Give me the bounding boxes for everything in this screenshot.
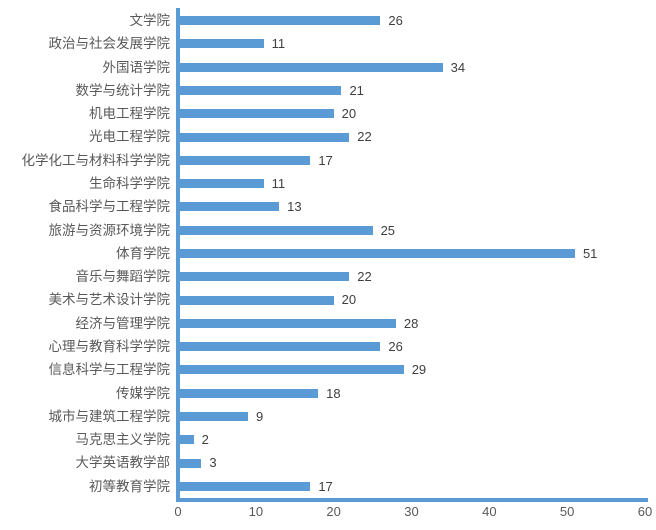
category-label: 机电工程学院 (89, 106, 170, 122)
chart-row: 旅游与资源环境学院 25 (0, 219, 656, 242)
chart-row: 传媒学院 18 (0, 382, 656, 405)
category-label: 大学英语教学部 (75, 455, 171, 471)
value-label: 11 (271, 176, 286, 191)
value-label: 21 (349, 82, 364, 98)
category-label: 体育学院 (116, 245, 170, 261)
bar (178, 458, 202, 468)
x-tick-label: 20 (326, 504, 341, 519)
bar (178, 481, 311, 491)
x-tick-label: 50 (559, 504, 575, 519)
value-label: 28 (403, 315, 419, 331)
x-tick-label: 10 (248, 504, 264, 519)
chart-row: 马克思主义学院 2 (0, 428, 656, 451)
category-label: 传媒学院 (116, 385, 170, 401)
bar (178, 225, 373, 235)
x-tick-label: 30 (404, 504, 419, 519)
bar (178, 272, 350, 282)
bar (178, 295, 334, 305)
category-label: 心理与教育科学学院 (48, 339, 171, 354)
bar (178, 179, 264, 189)
bar (178, 16, 381, 26)
chart-row: 政治与社会发展学院 11 (0, 32, 656, 55)
value-label: 29 (411, 362, 427, 378)
category-label: 初等教育学院 (89, 478, 170, 494)
chart-row: 体育学院 51 (0, 242, 656, 265)
category-label: 信息科学与工程学院 (48, 362, 171, 378)
bar (178, 62, 443, 72)
chart-row: 机电工程学院 20 (0, 102, 656, 125)
value-label: 34 (450, 59, 466, 75)
value-label: 18 (326, 385, 341, 401)
bar (178, 365, 404, 375)
bar (178, 202, 280, 212)
chart-row: 食品科学与工程学院 13 (0, 195, 656, 218)
bar (178, 342, 381, 352)
chart-row: 心理与教育科学学院 26 (0, 335, 656, 358)
value-label: 9 (256, 408, 264, 424)
bar (178, 155, 311, 165)
category-label: 经济与管理学院 (75, 315, 171, 331)
chart-row: 初等教育学院 17 (0, 475, 656, 498)
bar (178, 109, 334, 119)
value-label: 17 (318, 152, 333, 168)
chart-row: 生命科学学院 11 (0, 172, 656, 195)
chart-row: 大学英语教学部 3 (0, 451, 656, 474)
category-label: 旅游与资源环境学院 (48, 222, 171, 238)
x-tick-label: 0 (174, 504, 182, 519)
category-label: 政治与社会发展学院 (48, 36, 171, 52)
value-label: 26 (388, 339, 403, 354)
x-tick-label: 40 (482, 504, 497, 519)
bar (178, 411, 249, 421)
bar (178, 248, 575, 258)
value-label: 25 (380, 222, 396, 238)
bar (178, 435, 194, 445)
value-label: 2 (201, 432, 209, 448)
value-label: 17 (318, 478, 333, 494)
bar (178, 39, 264, 49)
chart-row: 化学化工与材料科学学院 17 (0, 149, 656, 172)
category-label: 生命科学学院 (89, 176, 170, 191)
category-label: 城市与建筑工程学院 (48, 408, 171, 424)
x-tick-label: 60 (637, 504, 653, 519)
chart-row: 文学院 26 (0, 9, 656, 32)
bar (178, 132, 350, 142)
value-label: 51 (582, 245, 598, 261)
value-label: 26 (388, 13, 403, 28)
bar (178, 318, 396, 328)
category-label: 马克思主义学院 (75, 432, 171, 448)
category-label: 食品科学与工程学院 (48, 199, 171, 215)
value-label: 22 (357, 269, 372, 285)
chart-row: 信息科学与工程学院 29 (0, 358, 656, 381)
chart-row: 音乐与舞蹈学院 22 (0, 265, 656, 288)
value-label: 22 (357, 129, 372, 145)
category-label: 化学化工与材料科学学院 (21, 152, 171, 168)
category-label: 光电工程学院 (89, 129, 170, 145)
chart-row: 外国语学院 34 (0, 56, 656, 79)
chart-row: 经济与管理学院 28 (0, 312, 656, 335)
chart-row: 美术与艺术设计学院 20 (0, 288, 656, 311)
x-axis-line (176, 498, 648, 502)
category-label: 音乐与舞蹈学院 (75, 269, 171, 285)
value-label: 13 (287, 199, 302, 215)
value-label: 20 (341, 292, 357, 308)
value-label: 20 (341, 106, 357, 122)
chart-row: 城市与建筑工程学院 9 (0, 405, 656, 428)
category-label: 美术与艺术设计学院 (48, 292, 171, 308)
value-label: 11 (271, 36, 286, 52)
category-label: 文学院 (129, 13, 171, 28)
category-label: 外国语学院 (102, 59, 171, 75)
chart-row: 数学与统计学院 21 (0, 79, 656, 102)
chart-row: 光电工程学院 22 (0, 125, 656, 148)
value-label: 3 (209, 455, 217, 471)
bar (178, 85, 342, 95)
category-label: 数学与统计学院 (75, 82, 171, 98)
bar (178, 388, 319, 398)
